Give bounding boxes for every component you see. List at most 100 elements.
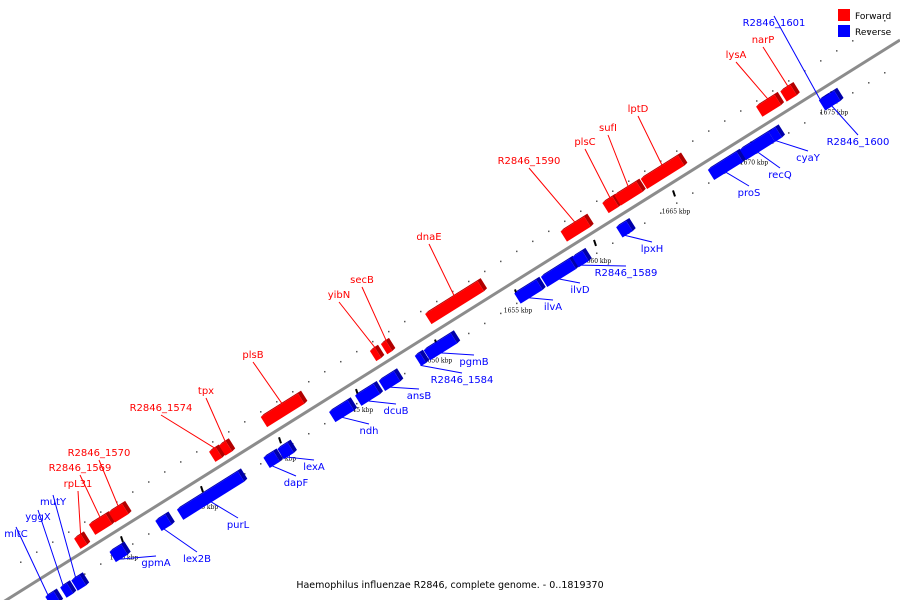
- gene-feature-shadow: [277, 439, 297, 453]
- ruler-dot: [372, 340, 374, 343]
- ruler-dot: [100, 511, 102, 513]
- ruler-dot: [68, 531, 70, 533]
- gene-label-mltc[interactable]: mltC: [4, 529, 27, 540]
- ruler-dot: [612, 190, 614, 192]
- gene-ilva[interactable]: [514, 276, 546, 304]
- ruler-dot: [820, 112, 822, 114]
- gene-label-narp[interactable]: narP: [752, 35, 775, 46]
- gene-label-r2846-1589[interactable]: R2846_1589: [595, 268, 658, 279]
- gene-ilvd[interactable]: [540, 255, 580, 288]
- gene-label-lpxh[interactable]: lpxH: [641, 244, 664, 255]
- gene-label-yggx[interactable]: yggX: [25, 512, 51, 523]
- gene-label-lysa[interactable]: lysA: [726, 50, 747, 61]
- gene-label-leader: [77, 490, 82, 536]
- gene-feature-shadow: [369, 344, 385, 358]
- gene-label-r2846-1570[interactable]: R2846_1570: [68, 448, 131, 459]
- gene-label-recq[interactable]: recQ: [768, 170, 792, 181]
- gene-label-r2846-1600[interactable]: R2846_1600: [827, 137, 890, 148]
- gene-lptd[interactable]: [640, 152, 688, 190]
- gene-label-rpl31[interactable]: rpL31: [64, 479, 93, 490]
- gene-label-dapf[interactable]: dapF: [284, 478, 309, 489]
- gene-feature-shadow: [355, 380, 384, 396]
- gene-label-dcub[interactable]: dcuB: [383, 406, 408, 417]
- gene-r2846-1590[interactable]: [560, 213, 594, 242]
- gene-r2846-1569[interactable]: [88, 511, 116, 535]
- gene-sufi[interactable]: [614, 178, 646, 206]
- gene-label-sufi[interactable]: sufI: [599, 123, 617, 134]
- gene-lpxh[interactable]: [616, 217, 636, 238]
- gene-pros[interactable]: [707, 148, 747, 181]
- legend-forward-label: Forward: [855, 12, 891, 22]
- gene-label-muty[interactable]: mutY: [40, 497, 67, 508]
- gene-label-ndh[interactable]: ndh: [359, 426, 378, 437]
- gene-feature-shadow: [756, 91, 785, 107]
- gene-dapf[interactable]: [263, 448, 283, 468]
- ruler-dot: [420, 310, 422, 313]
- gene-recq[interactable]: [739, 128, 779, 160]
- gene-label-r2846-1574[interactable]: R2846_1574: [130, 403, 193, 414]
- ruler-dot: [260, 463, 262, 465]
- gene-label-ilva[interactable]: ilvA: [544, 302, 562, 313]
- gene-dcub[interactable]: [355, 380, 384, 406]
- gene-label-secb[interactable]: secB: [350, 275, 374, 286]
- ruler-dot: [324, 422, 326, 425]
- gene-cyay[interactable]: [768, 124, 786, 142]
- gene-label-ansb[interactable]: ansB: [407, 391, 432, 402]
- gene-label-plsc[interactable]: plsC: [574, 137, 595, 148]
- gene-rpl31[interactable]: [74, 531, 91, 549]
- ruler-dot: [788, 80, 790, 82]
- gene-label-lex2b[interactable]: lex2B: [183, 554, 211, 565]
- gene-r2846-1589[interactable]: [572, 247, 592, 268]
- gene-narp[interactable]: [780, 82, 800, 102]
- gene-label-r2846-1601[interactable]: R2846_1601: [743, 18, 806, 29]
- gene-feature-body: [425, 281, 485, 325]
- gene-label-tpx[interactable]: tpx: [198, 386, 214, 397]
- gene-label-leader: [15, 526, 51, 600]
- ruler-dot: [868, 30, 870, 32]
- gene-label-plsb[interactable]: plsB: [242, 350, 263, 361]
- gene-feature-body: [768, 127, 783, 142]
- gene-ndh[interactable]: [329, 397, 358, 423]
- gene-r2846-1570[interactable]: [108, 500, 132, 523]
- gene-lysa[interactable]: [756, 91, 785, 117]
- gene-label-yibn[interactable]: yibN: [328, 290, 351, 301]
- gene-secb[interactable]: [380, 337, 396, 355]
- gene-label-r2846-1569[interactable]: R2846_1569: [49, 463, 112, 474]
- gene-plsb[interactable]: [260, 390, 308, 428]
- ruler-dot: [756, 100, 758, 102]
- gene-pgmb[interactable]: [423, 330, 461, 361]
- ruler-dot: [36, 551, 38, 553]
- gene-gpma[interactable]: [109, 541, 131, 563]
- gene-label-dnae[interactable]: dnaE: [416, 232, 441, 243]
- gene-label-leader: [160, 414, 216, 450]
- gene-feature-shadow: [780, 82, 800, 96]
- gene-label-ilvd[interactable]: ilvD: [570, 285, 589, 296]
- gene-label-cyay[interactable]: cyaY: [796, 153, 821, 164]
- gene-label-leader: [757, 151, 781, 169]
- gene-feature-body: [616, 220, 633, 238]
- gene-label-purl[interactable]: purL: [227, 520, 250, 531]
- ruler-tick-label: 1635 kbp: [190, 504, 219, 511]
- gene-feature-body: [88, 514, 113, 535]
- gene-purl[interactable]: [176, 468, 248, 520]
- gene-label-r2846-1590[interactable]: R2846_1590: [498, 156, 561, 167]
- gene-label-r2846-1584[interactable]: R2846_1584: [431, 375, 494, 386]
- gene-lex2b[interactable]: [155, 511, 175, 532]
- gene-r2846-1584[interactable]: [414, 349, 430, 367]
- gene-ansb[interactable]: [378, 368, 404, 391]
- gene-dnae[interactable]: [425, 278, 488, 325]
- gene-label-gpma[interactable]: gpmA: [141, 558, 170, 569]
- gene-yibn[interactable]: [369, 344, 385, 362]
- gene-label-pgmb[interactable]: pgmB: [459, 357, 488, 368]
- gene-r2846-1600[interactable]: [822, 87, 844, 109]
- gene-feature-shadow: [425, 278, 488, 314]
- gene-label-pros[interactable]: proS: [738, 188, 761, 199]
- gene-feature-body: [176, 471, 245, 520]
- ruler-tick: [120, 535, 124, 543]
- gene-label-lptd[interactable]: lptD: [628, 104, 649, 115]
- gene-tpx[interactable]: [219, 438, 236, 456]
- gene-lexa[interactable]: [277, 439, 297, 460]
- gene-label-lexa[interactable]: lexA: [303, 462, 325, 473]
- gene-muty[interactable]: [71, 572, 90, 591]
- gene-r2846-1574[interactable]: [209, 444, 226, 462]
